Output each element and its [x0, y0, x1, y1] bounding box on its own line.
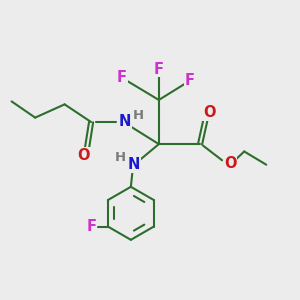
Text: F: F — [185, 73, 195, 88]
Text: F: F — [154, 61, 164, 76]
Text: O: O — [203, 105, 216, 120]
Text: O: O — [224, 156, 237, 171]
Text: H: H — [133, 109, 144, 122]
Text: O: O — [77, 148, 90, 163]
Text: H: H — [114, 152, 125, 164]
Text: F: F — [87, 219, 97, 234]
Text: N: N — [128, 157, 140, 172]
Text: F: F — [117, 70, 127, 86]
Text: N: N — [119, 114, 131, 129]
